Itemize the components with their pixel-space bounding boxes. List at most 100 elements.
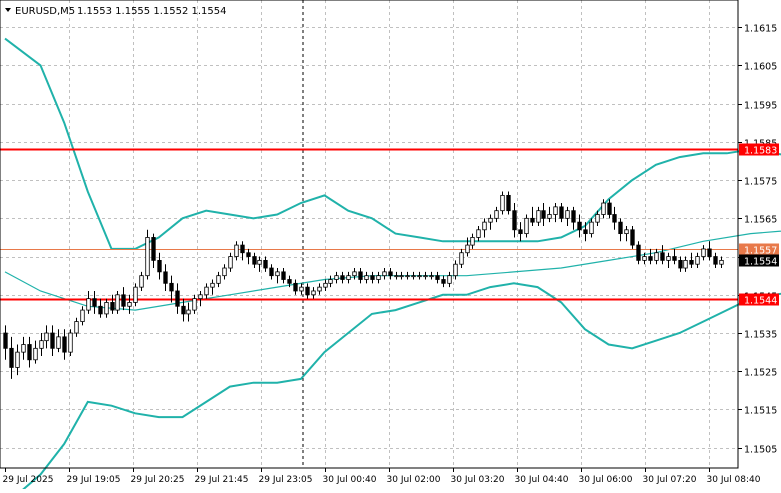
candle-body-bull	[654, 252, 659, 261]
candle-body-bull	[257, 259, 262, 265]
candle-body-bull	[104, 302, 109, 315]
price-tag-label: 1.1557	[744, 246, 777, 257]
candle	[689, 252, 694, 269]
candle-body-bear	[240, 244, 245, 254]
candle	[92, 290, 97, 314]
candle	[33, 340, 38, 364]
candle-body-bear	[169, 282, 174, 292]
candle	[358, 268, 363, 284]
candle-body-bull	[86, 298, 91, 311]
time-tick-label: 29 Jul 19:05	[67, 475, 121, 485]
candle-body-bull	[459, 252, 464, 265]
candle	[115, 290, 120, 314]
price-tick-label: 1.1515	[744, 406, 777, 417]
candle	[364, 271, 369, 284]
candle-body-bear	[441, 279, 446, 284]
candle-body-bear	[175, 290, 180, 307]
candle-body-bull	[216, 275, 221, 284]
candle	[636, 241, 641, 265]
candle	[133, 283, 138, 307]
candle	[417, 271, 422, 280]
candle-body-bear	[281, 271, 286, 280]
candle	[86, 290, 91, 314]
candle	[352, 268, 357, 280]
candle	[328, 275, 333, 288]
candle	[642, 252, 647, 265]
candle-body-bull	[222, 267, 227, 277]
time-tick-label: 30 Jul 07:20	[643, 475, 697, 485]
candle-body-bull	[228, 256, 233, 269]
candle	[151, 233, 156, 269]
candle-body-bear	[98, 305, 103, 315]
candle	[186, 302, 191, 322]
candle-body-bull	[476, 229, 481, 238]
candle-body-bear	[672, 256, 677, 261]
candle	[139, 271, 144, 291]
candle-body-bear	[559, 206, 564, 219]
candle	[577, 214, 582, 238]
candle	[44, 325, 49, 349]
candle-body-bull	[186, 309, 191, 315]
candle-body-bear	[27, 344, 32, 361]
candle-body-bull	[311, 290, 316, 296]
candle-body-bull	[198, 294, 203, 300]
candle	[459, 248, 464, 269]
candle	[145, 229, 150, 280]
candle-body-bear	[3, 332, 8, 349]
candle-body-bull	[115, 294, 120, 311]
candle-body-bear	[612, 214, 617, 223]
candle	[98, 298, 103, 318]
candle	[317, 283, 322, 295]
candle	[323, 279, 328, 291]
candle	[595, 210, 600, 226]
candle	[15, 344, 20, 376]
candle	[305, 283, 310, 299]
candle-body-bull	[364, 275, 369, 280]
candle	[429, 271, 434, 280]
candle-body-bull	[417, 275, 422, 278]
candle	[121, 287, 126, 311]
candle	[583, 222, 588, 242]
candle	[299, 283, 304, 295]
price-tag-bg	[739, 243, 779, 256]
candle	[21, 336, 26, 360]
candle-body-bear	[571, 210, 576, 223]
candle-body-bull	[352, 271, 357, 277]
time-tick-label: 30 Jul 03:20	[451, 475, 505, 485]
candle-body-bull	[139, 275, 144, 288]
candle	[654, 248, 659, 265]
candle-body-bear	[9, 347, 14, 368]
candle-body-bear	[269, 267, 274, 277]
candle	[50, 325, 55, 356]
candle-body-bear	[648, 256, 653, 261]
candle	[3, 325, 8, 360]
candle	[163, 264, 168, 291]
price-tick-label: 1.1605	[744, 62, 777, 73]
candle-body-bull	[80, 309, 85, 322]
candle	[110, 294, 115, 314]
candle-body-bull	[465, 244, 470, 254]
candle	[104, 298, 109, 318]
candle-body-bull	[423, 275, 428, 278]
symbol-label: EURUSD,M5	[15, 6, 75, 17]
candle	[630, 225, 635, 249]
candle	[707, 241, 712, 261]
candle	[435, 271, 440, 284]
candle-body-bull	[642, 256, 647, 261]
candle	[181, 298, 186, 322]
price-tick-label: 1.1595	[744, 101, 777, 112]
triangle-down-icon[interactable]	[5, 8, 11, 12]
time-axis[interactable]: 29 Jul 2025 29 Jul 19:05 29 Jul 20:25 29 Ju…	[3, 468, 761, 485]
candle-body-bull	[21, 344, 26, 353]
candle-body-bull	[601, 202, 606, 215]
candle-body-bull	[701, 248, 706, 257]
candle-body-bull	[275, 271, 280, 277]
candle-body-bull	[405, 275, 410, 278]
candle-body-bull	[553, 206, 558, 215]
candle-body-bull	[33, 347, 38, 361]
candle-body-bull	[565, 210, 570, 219]
candle	[56, 329, 61, 353]
candle	[488, 214, 493, 230]
candle-body-bear	[358, 271, 363, 280]
